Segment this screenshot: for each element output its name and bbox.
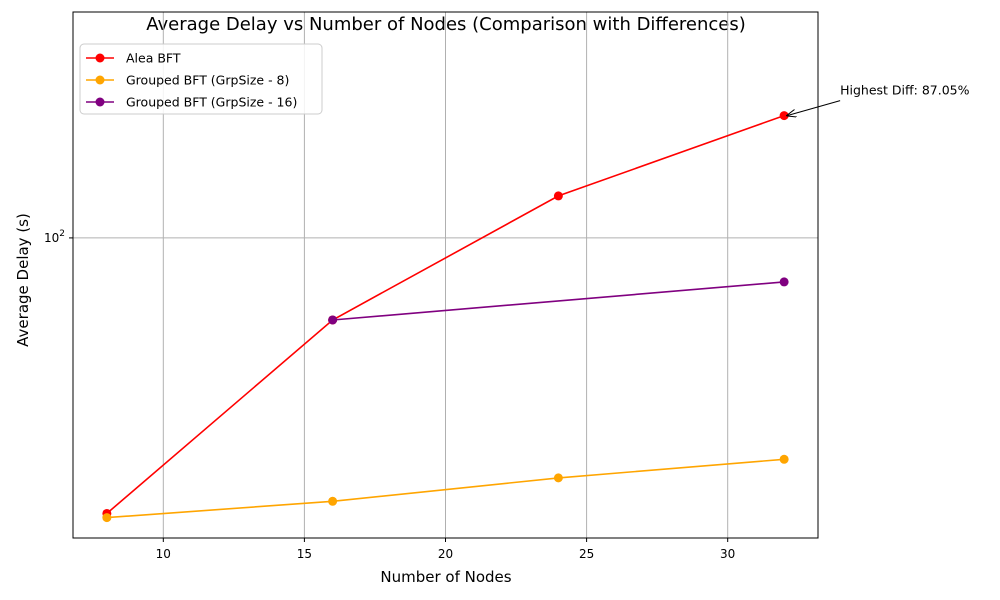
legend-swatch-marker xyxy=(95,97,105,107)
series-line-2 xyxy=(332,281,785,321)
annotation-text: Highest Diff: 87.05% xyxy=(840,83,969,98)
x-tick-label: 10 xyxy=(156,547,171,561)
legend-label: Alea BFT xyxy=(126,51,181,66)
legend-swatch-marker xyxy=(95,75,105,85)
data-point xyxy=(553,473,563,483)
axis-ticks: 10 15 20 25 30 102 xyxy=(44,229,735,561)
y-tick-label: 102 xyxy=(44,229,65,245)
legend-box xyxy=(79,43,323,115)
annotation-group: Highest Diff: 87.05% xyxy=(787,83,970,116)
annotation-arrow xyxy=(787,100,841,116)
series-group xyxy=(102,111,789,523)
data-point xyxy=(553,191,563,201)
y-axis-label: Average Delay (s) xyxy=(14,213,32,347)
legend-swatch-marker xyxy=(95,53,105,63)
x-axis-label: Number of Nodes xyxy=(380,568,511,586)
data-point xyxy=(779,277,789,287)
grid-lines xyxy=(73,12,818,538)
x-tick-label: 20 xyxy=(438,547,453,561)
legend-label: Grouped BFT (GrpSize - 8) xyxy=(126,73,289,88)
legend: Alea BFT Grouped BFT (GrpSize - 8) Grouped… xyxy=(79,43,323,115)
data-point xyxy=(328,496,338,506)
data-point xyxy=(102,513,112,523)
x-tick-label: 30 xyxy=(720,547,735,561)
x-tick-label: 25 xyxy=(579,547,594,561)
data-point xyxy=(779,454,789,464)
series-line-1 xyxy=(106,458,785,519)
series-line-0 xyxy=(106,114,785,515)
data-point xyxy=(328,315,338,325)
legend-label: Grouped BFT (GrpSize - 16) xyxy=(126,95,297,110)
x-tick-label: 15 xyxy=(297,547,312,561)
